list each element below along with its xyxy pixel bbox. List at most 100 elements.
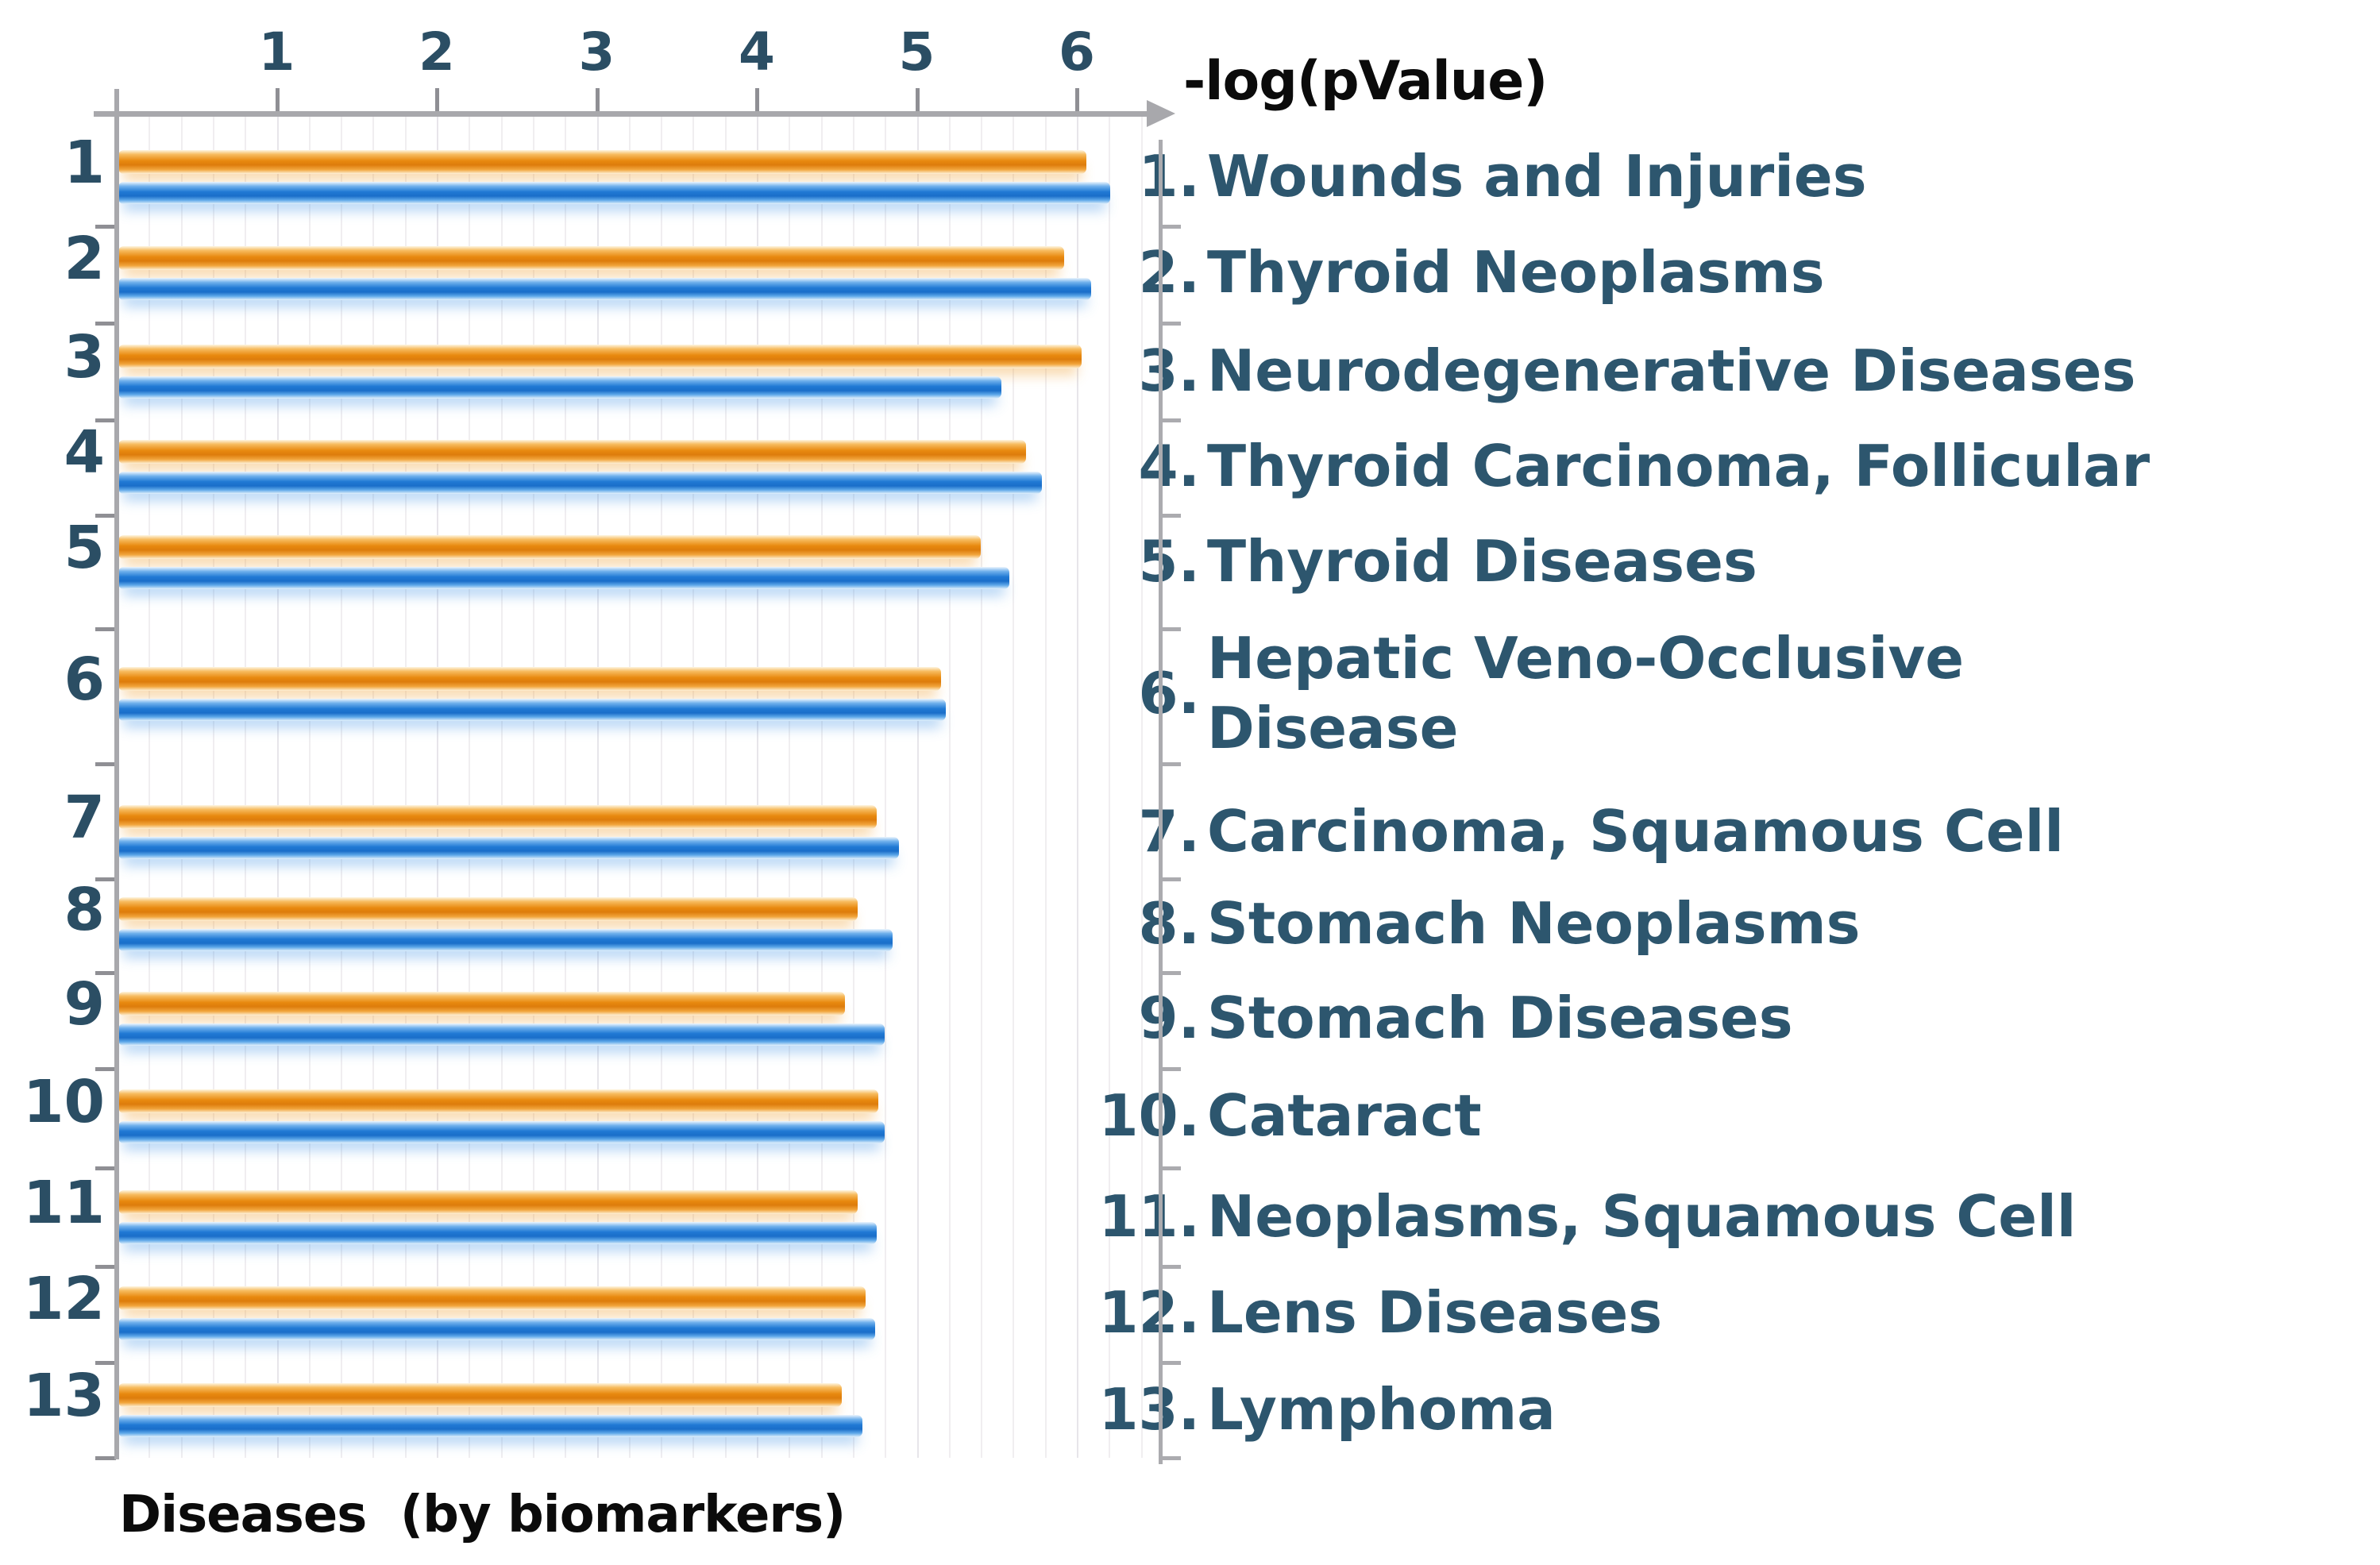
legend-item-number: 13. (1098, 1376, 1200, 1443)
y-axis-tick (95, 514, 116, 518)
gridline (1044, 114, 1047, 1458)
bar-blue (118, 1318, 875, 1340)
legend-axis-tick (1162, 1166, 1181, 1170)
gridline (308, 114, 311, 1458)
bar-orange (118, 805, 877, 829)
legend-item-label: Carcinoma, Squamous Cell (1207, 798, 2064, 865)
gridline (596, 114, 599, 1458)
y-axis-tick (95, 1361, 116, 1365)
x-axis-arrow-icon (1147, 100, 1175, 127)
x-axis-tick (755, 88, 759, 112)
gridline (820, 114, 823, 1458)
legend-item-number: 7. (1138, 798, 1200, 865)
bar-orange (118, 992, 845, 1016)
x-axis-tick-label: 4 (739, 21, 775, 83)
legend-item-label: Thyroid Diseases (1207, 528, 1757, 595)
legend-item-label: Cataract (1207, 1082, 1482, 1149)
legend-item-number: 12. (1098, 1279, 1200, 1346)
x-axis-tick (275, 88, 280, 112)
legend-axis-tick (1162, 877, 1181, 881)
gridline (532, 114, 534, 1458)
bar-blue (118, 376, 1001, 399)
legend-item-number: 5. (1138, 528, 1200, 595)
bar-orange (118, 667, 941, 691)
y-axis-tick (95, 418, 116, 422)
bar-orange (118, 535, 981, 559)
x-axis-title: -log(pValue) (1183, 50, 1548, 113)
legend-item-label: Lymphoma (1207, 1376, 1556, 1443)
legend-item-label: Wounds and Injuries (1207, 143, 1867, 210)
legend-axis-tick (1162, 225, 1181, 229)
legend-axis-tick (1162, 762, 1181, 766)
gridline (692, 114, 695, 1458)
legend-item-number: 8. (1138, 890, 1200, 957)
legend-item-label: Thyroid Carcinoma, Follicular (1207, 433, 2150, 499)
gridline (757, 114, 758, 1458)
bar-orange (118, 897, 858, 921)
legend-item-number: 1. (1138, 143, 1200, 210)
legend-item-label: Thyroid Neoplasms (1207, 239, 1825, 306)
y-axis-tick (95, 225, 116, 229)
legend-item-number: 2. (1138, 239, 1200, 306)
bar-blue (118, 1121, 885, 1143)
legend-item-number: 11. (1098, 1183, 1200, 1250)
legend-axis-tick (1162, 1361, 1181, 1365)
gridline (500, 114, 503, 1458)
y-axis-line (114, 89, 119, 1459)
y-axis-tick (95, 1166, 116, 1170)
legend-item-label: Stomach Neoplasms (1207, 890, 1861, 957)
gridline (948, 114, 951, 1458)
gridline (149, 114, 151, 1458)
bar-orange (118, 1190, 858, 1214)
gridline (276, 114, 279, 1458)
row-number-label: 11 (23, 1169, 105, 1237)
gridline (981, 114, 983, 1458)
x-axis-tick-label: 2 (419, 21, 455, 83)
legend-axis-tick (1162, 1265, 1181, 1269)
legend-item-number: 4. (1138, 433, 1200, 499)
x-axis-tick-label: 5 (898, 21, 935, 83)
gridline (628, 114, 631, 1458)
legend-item-label: Neoplasms, Squamous Cell (1207, 1183, 2077, 1250)
gridline (372, 114, 375, 1458)
y-axis-tick (95, 1067, 116, 1071)
bar-blue (118, 1415, 862, 1437)
legend-axis-tick (1162, 627, 1181, 631)
y-axis-tick (95, 322, 116, 326)
row-number-label: 6 (64, 646, 106, 714)
bar-blue (118, 837, 899, 859)
gridline (1109, 114, 1111, 1458)
legend-item-label: Lens Diseases (1207, 1279, 1663, 1346)
x-axis-tick (915, 88, 920, 112)
y-axis-tick (95, 971, 116, 975)
y-axis-title: Diseases (by biomarkers) (119, 1486, 846, 1544)
bar-blue (118, 929, 893, 951)
bar-blue (118, 1023, 885, 1046)
bar-orange (118, 246, 1064, 270)
bar-blue (118, 182, 1110, 204)
legend-item-number: 10. (1098, 1082, 1200, 1149)
gridline (245, 114, 247, 1458)
x-axis-tick (1075, 88, 1079, 112)
x-axis-tick-label: 3 (578, 21, 615, 83)
bar-blue (118, 567, 1009, 589)
row-number-label: 13 (23, 1362, 105, 1430)
row-number-label: 10 (23, 1068, 105, 1136)
row-number-label: 9 (64, 970, 106, 1039)
bar-orange (118, 1286, 866, 1310)
bar-orange (118, 440, 1026, 464)
bar-blue (118, 1222, 877, 1244)
legend-item-number: 6. (1138, 660, 1200, 727)
bar-blue (118, 278, 1091, 300)
x-axis-tick-label: 1 (258, 21, 295, 83)
x-axis-tick (435, 88, 439, 112)
bar-blue (118, 472, 1042, 494)
legend-axis-tick (1162, 322, 1181, 326)
gridline (341, 114, 343, 1458)
bar-blue (118, 699, 946, 721)
y-axis-tick (95, 1265, 116, 1269)
legend-axis-line (1159, 140, 1163, 1464)
row-number-label: 7 (64, 784, 106, 852)
y-axis-tick (95, 877, 116, 881)
